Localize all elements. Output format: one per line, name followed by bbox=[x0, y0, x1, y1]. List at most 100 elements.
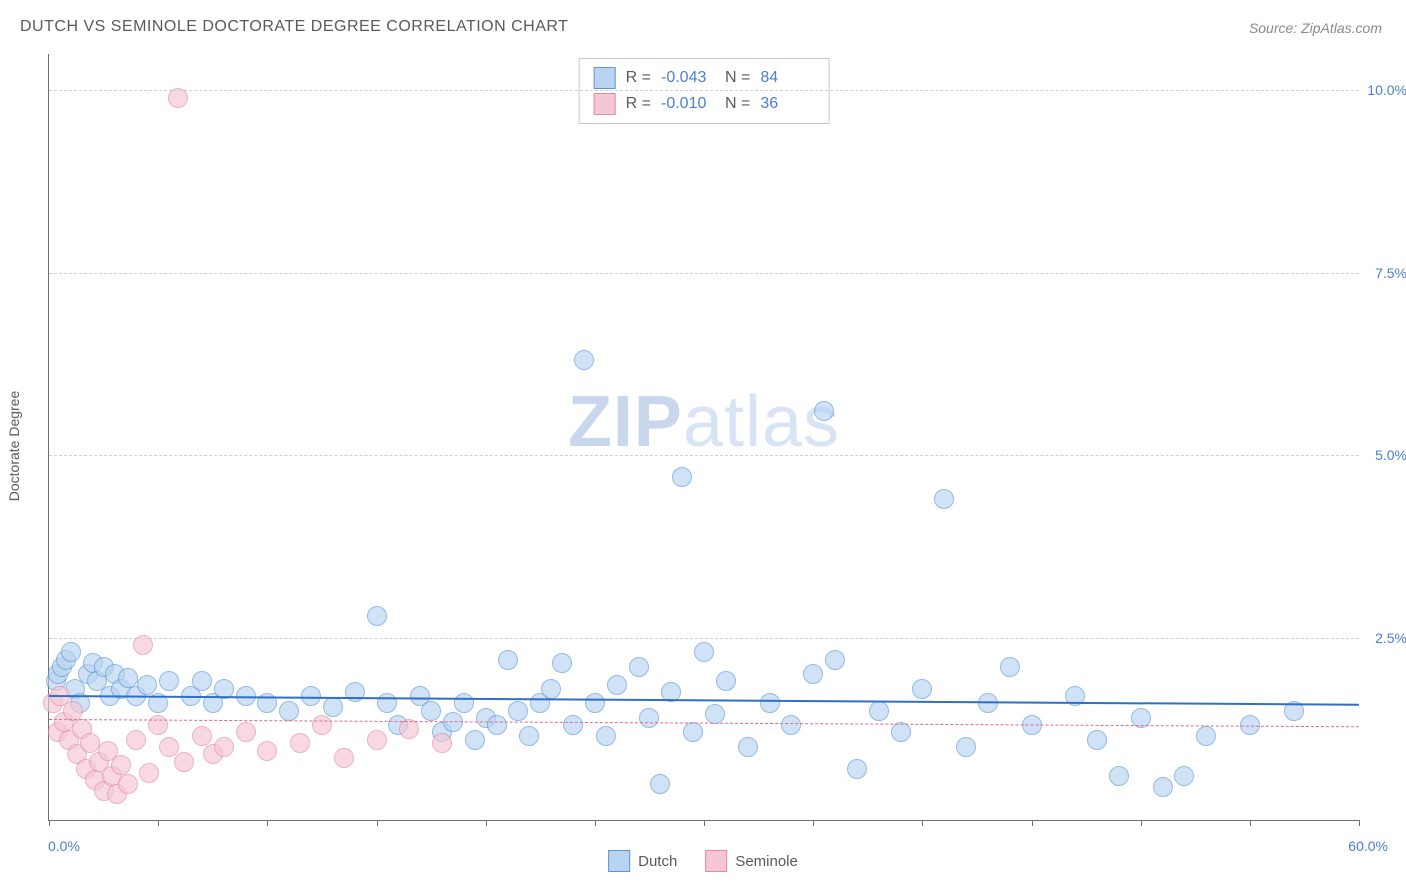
scatter-point bbox=[257, 741, 277, 761]
legend-series-name: Seminole bbox=[735, 853, 798, 870]
scatter-point bbox=[465, 730, 485, 750]
r-value: -0.043 bbox=[661, 69, 715, 87]
scatter-point bbox=[279, 701, 299, 721]
scatter-point bbox=[148, 715, 168, 735]
scatter-point bbox=[781, 715, 801, 735]
scatter-point bbox=[891, 722, 911, 742]
scatter-point bbox=[323, 697, 343, 717]
scatter-point bbox=[118, 668, 138, 688]
legend-series-name: Dutch bbox=[638, 853, 677, 870]
y-tick-label: 5.0% bbox=[1363, 447, 1406, 463]
scatter-point bbox=[847, 759, 867, 779]
scatter-point bbox=[814, 401, 834, 421]
x-axis-min-label: 0.0% bbox=[48, 838, 80, 854]
r-label: R = bbox=[626, 95, 651, 113]
x-tick bbox=[267, 820, 268, 826]
scatter-point bbox=[192, 726, 212, 746]
scatter-point bbox=[912, 679, 932, 699]
scatter-point bbox=[956, 737, 976, 757]
series-swatch bbox=[594, 67, 616, 89]
scatter-point bbox=[192, 671, 212, 691]
legend-swatch bbox=[705, 850, 727, 872]
watermark-bold: ZIP bbox=[568, 382, 683, 462]
scatter-plot-area: ZIPatlas R =-0.043N =84R =-0.010N =36 2.… bbox=[48, 54, 1359, 821]
scatter-point bbox=[585, 693, 605, 713]
scatter-point bbox=[111, 755, 131, 775]
legend-item: Seminole bbox=[705, 850, 798, 872]
scatter-point bbox=[694, 642, 714, 662]
y-tick-label: 10.0% bbox=[1363, 82, 1406, 98]
scatter-point bbox=[126, 730, 146, 750]
scatter-point bbox=[1109, 766, 1129, 786]
scatter-point bbox=[541, 679, 561, 699]
scatter-point bbox=[803, 664, 823, 684]
scatter-point bbox=[934, 489, 954, 509]
y-tick-label: 2.5% bbox=[1363, 630, 1406, 646]
scatter-point bbox=[716, 671, 736, 691]
scatter-point bbox=[367, 730, 387, 750]
x-tick bbox=[595, 820, 596, 826]
scatter-point bbox=[345, 682, 365, 702]
x-tick bbox=[922, 820, 923, 826]
x-tick bbox=[704, 820, 705, 826]
scatter-point bbox=[508, 701, 528, 721]
gridline bbox=[49, 638, 1359, 639]
gridline bbox=[49, 273, 1359, 274]
x-tick bbox=[377, 820, 378, 826]
scatter-point bbox=[159, 671, 179, 691]
scatter-point bbox=[683, 722, 703, 742]
scatter-point bbox=[168, 88, 188, 108]
scatter-point bbox=[607, 675, 627, 695]
scatter-point bbox=[552, 653, 572, 673]
n-value: 36 bbox=[760, 95, 814, 113]
n-label: N = bbox=[725, 95, 750, 113]
scatter-point bbox=[519, 726, 539, 746]
scatter-point bbox=[367, 606, 387, 626]
y-axis-label: Doctorate Degree bbox=[6, 391, 22, 502]
watermark-light: atlas bbox=[683, 382, 840, 462]
scatter-point bbox=[760, 693, 780, 713]
scatter-point bbox=[1196, 726, 1216, 746]
scatter-point bbox=[61, 642, 81, 662]
y-tick-label: 7.5% bbox=[1363, 265, 1406, 281]
series-legend: Dutch Seminole bbox=[608, 850, 798, 872]
legend-swatch bbox=[608, 850, 630, 872]
scatter-point bbox=[133, 635, 153, 655]
scatter-point bbox=[825, 650, 845, 670]
scatter-point bbox=[705, 704, 725, 724]
scatter-point bbox=[596, 726, 616, 746]
scatter-point bbox=[629, 657, 649, 677]
chart-title: DUTCH VS SEMINOLE DOCTORATE DEGREE CORRE… bbox=[20, 18, 568, 36]
scatter-point bbox=[432, 733, 452, 753]
scatter-point bbox=[563, 715, 583, 735]
stats-row: R = -0.010 N = 36 bbox=[594, 91, 815, 117]
gridline bbox=[49, 455, 1359, 456]
scatter-point bbox=[1000, 657, 1020, 677]
scatter-point bbox=[869, 701, 889, 721]
scatter-point bbox=[574, 350, 594, 370]
n-label: N = bbox=[725, 69, 750, 87]
stats-row: R = -0.043 N = 84 bbox=[594, 65, 815, 91]
x-axis-max-label: 60.0% bbox=[1348, 838, 1388, 854]
watermark: ZIPatlas bbox=[568, 381, 840, 463]
scatter-point bbox=[214, 737, 234, 757]
x-tick bbox=[49, 820, 50, 826]
scatter-point bbox=[650, 774, 670, 794]
scatter-point bbox=[498, 650, 518, 670]
scatter-point bbox=[454, 693, 474, 713]
scatter-point bbox=[672, 467, 692, 487]
x-tick bbox=[1359, 820, 1360, 826]
x-tick bbox=[813, 820, 814, 826]
r-label: R = bbox=[626, 69, 651, 87]
scatter-point bbox=[174, 752, 194, 772]
series-swatch bbox=[594, 93, 616, 115]
x-tick bbox=[158, 820, 159, 826]
scatter-point bbox=[639, 708, 659, 728]
scatter-point bbox=[738, 737, 758, 757]
n-value: 84 bbox=[760, 69, 814, 87]
source-credit: Source: ZipAtlas.com bbox=[1249, 20, 1382, 36]
scatter-point bbox=[312, 715, 332, 735]
r-value: -0.010 bbox=[661, 95, 715, 113]
x-tick bbox=[1250, 820, 1251, 826]
scatter-point bbox=[1153, 777, 1173, 797]
